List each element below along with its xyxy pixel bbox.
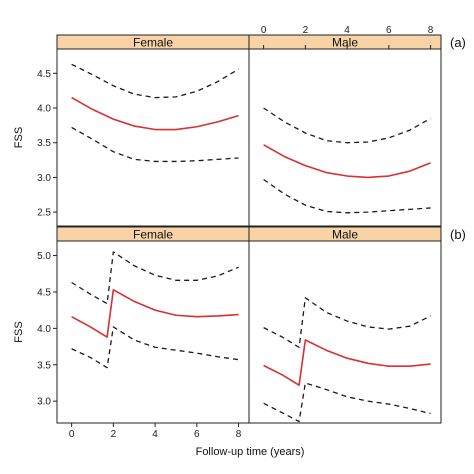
lower-ci-line-female <box>71 126 239 163</box>
y-tick-label: 4.5 <box>37 69 51 80</box>
y-tick-label: 4.0 <box>37 324 51 335</box>
upper-ci-line-female <box>71 63 239 99</box>
panels-layer: Female Male 0 2 4 6 8 2.5 3.0 3.5 4.0 4.5 (a) Female 0… <box>37 25 466 440</box>
upper-ci-line-male <box>263 107 431 144</box>
estimate-line-female <box>71 288 239 338</box>
x-tick-label: 4 <box>152 429 158 440</box>
upper-ci-line-male <box>263 297 431 348</box>
y-axis-title-b: FSS <box>13 321 25 342</box>
x-tick-label: 0 <box>69 429 75 440</box>
lower-ci-line-female <box>71 326 239 369</box>
panel-frame <box>56 240 250 424</box>
strip-label-male: Male <box>332 36 358 50</box>
y-tick-label: 3.0 <box>37 397 51 408</box>
y-tick-label: 3.0 <box>37 173 51 184</box>
y-tick-label: 4.5 <box>37 287 51 298</box>
estimate-line-female <box>71 96 239 131</box>
lower-ci-line-male <box>263 382 431 423</box>
x-tick-label: 8 <box>236 429 242 440</box>
x-tick-label: 2 <box>303 25 309 36</box>
y-tick-label: 5.0 <box>37 251 51 262</box>
strip-label-female: Female <box>133 36 173 50</box>
panel-tag-a: (a) <box>450 35 466 50</box>
x-axis-title: Follow-up time (years) <box>196 446 305 458</box>
panel-frame <box>56 48 250 227</box>
y-tick-label: 3.5 <box>37 360 51 371</box>
strip-label-male: Male <box>332 228 358 242</box>
y-tick-label: 4.0 <box>37 104 51 115</box>
panel-frame <box>248 48 442 227</box>
x-tick-label: 0 <box>261 25 267 36</box>
estimate-line-male <box>263 339 431 386</box>
x-tick-label: 4 <box>344 25 350 36</box>
y-axis-title-a: FSS <box>13 127 25 148</box>
y-tick-label: 2.5 <box>37 208 51 219</box>
lower-ci-line-male <box>263 178 431 214</box>
x-tick-label: 8 <box>428 25 434 36</box>
x-tick-label: 6 <box>386 25 392 36</box>
upper-ci-line-female <box>71 251 239 305</box>
estimate-line-male <box>263 144 431 179</box>
y-tick-label: 3.5 <box>37 138 51 149</box>
panel-tag-b: (b) <box>450 227 466 242</box>
x-tick-label: 6 <box>194 429 200 440</box>
strip-label-female: Female <box>133 228 173 242</box>
panel-frame <box>248 240 442 424</box>
x-tick-label: 2 <box>111 429 117 440</box>
